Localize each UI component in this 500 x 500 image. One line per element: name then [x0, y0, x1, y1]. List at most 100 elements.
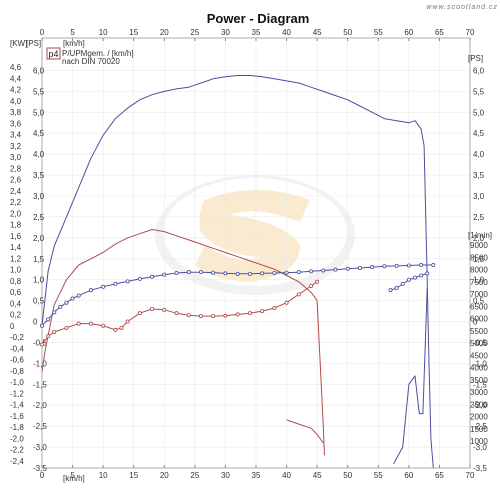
data-point — [70, 296, 75, 301]
data-point — [64, 325, 69, 330]
data-point — [211, 270, 216, 275]
x-tick-label-top: 10 — [99, 28, 108, 37]
kw-tick-label: 1,4 — [10, 243, 22, 252]
data-point — [119, 325, 124, 330]
ps-right-tick-label: -3,5 — [473, 464, 487, 473]
legend-line-1: P/UPMgem. / [km/h] — [62, 49, 134, 58]
ps-right-tick-label: -2,0 — [473, 401, 487, 410]
ps-left-tick-label: 0,5 — [33, 297, 45, 306]
ps-right-tick-label: 4,0 — [473, 150, 485, 159]
data-point — [101, 323, 106, 328]
ps-left-tick-label: -0,5 — [33, 338, 47, 347]
kw-tick-label: 1,2 — [10, 254, 22, 263]
x-tick-label-top: 20 — [160, 28, 169, 37]
kw-tick-label: -1,8 — [10, 423, 24, 432]
kw-tick-label: 4,2 — [10, 86, 22, 95]
kw-tick-label: 2,6 — [10, 176, 22, 185]
data-point — [406, 263, 411, 268]
data-point — [357, 265, 362, 270]
data-point — [46, 334, 51, 339]
watermark-text: www.scootland.cz — [426, 4, 498, 11]
y-left-ps-unit: [PS] — [26, 39, 41, 48]
kw-tick-label: 4,0 — [10, 97, 22, 106]
x-tick-label-bottom: 55 — [374, 471, 383, 480]
x-tick-label-top: 15 — [129, 28, 138, 37]
ps-left-tick-label: 5,0 — [33, 108, 45, 117]
rpm-tick-label: 2500 — [470, 400, 488, 409]
kw-tick-label: 4,6 — [10, 63, 22, 72]
ps-right-tick-label: -1,0 — [473, 359, 487, 368]
data-point — [431, 263, 436, 268]
ps-right-tick-label: 5,0 — [473, 108, 485, 117]
data-point — [198, 314, 203, 319]
kw-tick-label: 3,4 — [10, 131, 22, 140]
y-left-kw-unit: [KW] — [10, 39, 27, 48]
data-point — [198, 270, 203, 275]
data-point — [406, 277, 411, 282]
rpm-tick-label: 4000 — [470, 364, 488, 373]
ps-left-tick-label: -2,0 — [33, 401, 47, 410]
axis-layer: 0055101015152020252530303535404045455050… — [10, 28, 488, 480]
data-point — [223, 271, 228, 276]
data-point — [125, 319, 130, 324]
kw-tick-label: 2,2 — [10, 198, 22, 207]
data-point — [88, 288, 93, 293]
ps-left-tick-label: 4,5 — [33, 129, 45, 138]
ps-right-tick-label: -2,5 — [473, 422, 487, 431]
legend-badge-box — [46, 47, 61, 60]
data-point — [260, 271, 265, 276]
x-tick-label-top: 65 — [435, 28, 444, 37]
data-point — [64, 300, 69, 305]
kw-tick-label: -2,2 — [10, 446, 24, 455]
kw-tick-label: 2,4 — [10, 187, 22, 196]
ps-right-tick-label: 0,5 — [473, 297, 485, 306]
ps-right-tick-label: -1,5 — [473, 380, 487, 389]
kw-tick-label: 0,8 — [10, 277, 22, 286]
x-tick-label-bottom: 35 — [252, 471, 261, 480]
kw-tick-label: 4,4 — [10, 74, 22, 83]
data-point — [150, 274, 155, 279]
data-point — [419, 263, 424, 268]
kw-tick-label: -0,8 — [10, 367, 24, 376]
data-point — [419, 273, 424, 278]
data-point — [137, 276, 142, 281]
kw-tick-label: -2,0 — [10, 434, 24, 443]
ps-right-tick-label: 1,0 — [473, 276, 485, 285]
data-point — [309, 269, 314, 274]
data-point — [40, 323, 45, 328]
ps-right-tick-label: 4,5 — [473, 129, 485, 138]
x-tick-label-bottom: 70 — [466, 471, 475, 480]
x-tick-label-bottom: 5 — [70, 471, 75, 480]
kw-tick-label: 0,2 — [10, 311, 22, 320]
ps-left-tick-label: 5,5 — [33, 87, 45, 96]
watermark-logo — [155, 175, 355, 295]
x-tick-label-bottom: 15 — [129, 471, 138, 480]
legend-line-2: nach DIN 70020 — [62, 57, 120, 66]
ps-left-tick-label: 1,0 — [33, 276, 45, 285]
x-tick-label-top: 0 — [40, 28, 45, 37]
x-tick-label-top: 45 — [313, 28, 322, 37]
x-tick-label-bottom: 25 — [190, 471, 199, 480]
rpm-tick-label: 7000 — [470, 290, 488, 299]
kw-tick-label: -1,2 — [10, 389, 24, 398]
x-unit-top: [km/h] — [63, 39, 85, 48]
data-point — [223, 313, 228, 318]
ps-left-tick-label: 0 — [33, 318, 38, 327]
data-point — [174, 311, 179, 316]
data-point — [101, 284, 106, 289]
ps-right-tick-label: 0 — [473, 318, 478, 327]
data-point — [76, 321, 81, 326]
ps-left-tick-label: 4,0 — [33, 150, 45, 159]
legend: p4 P/UPMgem. / [km/h] nach DIN 70020 — [46, 47, 134, 66]
kw-tick-label: -2,4 — [10, 457, 24, 466]
data-point — [321, 268, 326, 273]
grid-layer — [41, 38, 471, 469]
kw-tick-label: 2,8 — [10, 164, 22, 173]
data-point — [46, 317, 51, 322]
x-tick-label-top: 40 — [282, 28, 291, 37]
kw-tick-label: -0,6 — [10, 356, 24, 365]
data-point — [40, 342, 45, 347]
series-line — [286, 419, 324, 444]
data-point — [247, 271, 252, 276]
